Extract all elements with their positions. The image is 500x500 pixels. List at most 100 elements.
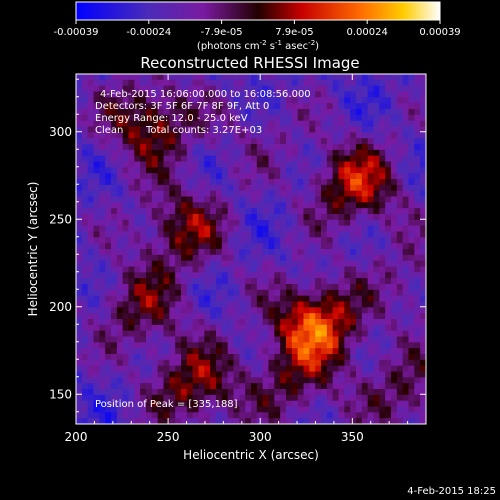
heatmap-cell (192, 126, 199, 133)
heatmap-cell (408, 412, 415, 419)
heatmap-cell (204, 144, 211, 151)
heatmap-cell (163, 400, 170, 407)
heatmap-cell (303, 359, 310, 367)
heatmap-cell (280, 208, 287, 215)
heatmap-cell (315, 330, 322, 337)
heatmap-cell (361, 97, 369, 104)
heatmap-cell (268, 132, 275, 139)
heatmap-cell (396, 167, 404, 174)
heatmap-cell (163, 161, 170, 168)
heatmap-cell (216, 284, 223, 291)
heatmap-cell (262, 167, 269, 174)
heatmap-cell (134, 231, 141, 238)
heatmap-cell (256, 126, 264, 133)
heatmap-cell (186, 79, 194, 87)
heatmap-cell (157, 389, 164, 396)
heatmap-cell (326, 214, 334, 221)
heatmap-cell (315, 289, 322, 297)
heatmap-cell (286, 249, 293, 256)
heatmap-cell (221, 348, 229, 355)
heatmap-cell (408, 161, 415, 168)
heatmap-cell (402, 79, 409, 87)
heatmap-cell (175, 184, 182, 192)
heatmap-cell (245, 173, 252, 180)
heatmap-cell (350, 219, 357, 227)
y-tick-label: 250 (49, 212, 72, 226)
heatmap-cell (204, 132, 211, 139)
heatmap-cell (216, 266, 223, 273)
heatmap-cell (315, 225, 322, 232)
heatmap-cell (93, 365, 100, 372)
heatmap-cell (216, 342, 223, 349)
heatmap-cell (344, 184, 351, 192)
heatmap-cell (233, 138, 240, 145)
heatmap-cell (134, 412, 141, 419)
heatmap-cell (81, 359, 89, 367)
heatmap-cell (262, 91, 269, 98)
heatmap-cell (186, 74, 194, 81)
heatmap-cell (233, 208, 240, 215)
heatmap-cell (105, 400, 112, 407)
heatmap-cell (111, 394, 118, 402)
heatmap-cell (402, 237, 409, 244)
heatmap-cell (402, 289, 409, 297)
heatmap-cell (251, 208, 258, 215)
heatmap-cell (122, 348, 129, 355)
heatmap-cell (373, 109, 380, 116)
heatmap-cell (408, 179, 415, 186)
heatmap-cell (402, 418, 409, 424)
heatmap-cell (221, 365, 229, 372)
heatmap-cell (402, 406, 409, 413)
heatmap-cell (385, 144, 392, 151)
heatmap-cell (303, 243, 310, 250)
heatmap-cell (379, 173, 386, 180)
heatmap-cell (356, 149, 363, 157)
heatmap-cell (274, 348, 281, 355)
heatmap-cell (216, 114, 223, 122)
heatmap-cell (140, 179, 147, 186)
heatmap-cell (280, 389, 287, 396)
heatmap-cell (280, 179, 287, 186)
heatmap-cell (274, 272, 281, 279)
heatmap-cell (256, 284, 264, 291)
heatmap-cell (350, 377, 357, 384)
heatmap-cell (105, 237, 112, 244)
heatmap-cell (280, 336, 287, 343)
heatmap-cell (233, 237, 240, 244)
heatmap-cell (233, 202, 240, 209)
heatmap-cell (309, 418, 316, 424)
heatmap-cell (186, 237, 194, 244)
heatmap-cell (216, 295, 223, 302)
heatmap-cell (151, 249, 159, 256)
heatmap-cell (210, 126, 217, 133)
heatmap-cell (146, 418, 153, 424)
heatmap-cell (128, 173, 135, 180)
heatmap-cell (140, 219, 147, 227)
heatmap-cell (81, 307, 89, 314)
heatmap-cell (122, 336, 129, 343)
heatmap-cell (391, 149, 398, 157)
heatmap-cell (303, 383, 310, 390)
heatmap-cell (146, 383, 153, 390)
heatmap-cell (338, 354, 345, 361)
heatmap-cell (332, 132, 339, 139)
heatmap-cell (356, 418, 363, 424)
heatmap-cell (280, 109, 287, 116)
heatmap-cell (216, 173, 223, 180)
heatmap-cell (181, 144, 188, 151)
heatmap-cell (192, 79, 199, 87)
heatmap-cell (227, 179, 234, 186)
heatmap-cell (93, 167, 100, 174)
heatmap-cell (204, 284, 211, 291)
heatmap-cell (221, 249, 229, 256)
heatmap-cell (216, 412, 223, 419)
heatmap-cell (87, 149, 94, 157)
heatmap-cell (367, 214, 374, 221)
heatmap-cell (350, 284, 357, 291)
heatmap-cell (303, 114, 310, 122)
heatmap-cell (76, 237, 83, 244)
heatmap-cell (204, 109, 211, 116)
heatmap-cell (111, 336, 118, 343)
heatmap-cell (344, 214, 351, 221)
heatmap-cell (157, 348, 164, 355)
